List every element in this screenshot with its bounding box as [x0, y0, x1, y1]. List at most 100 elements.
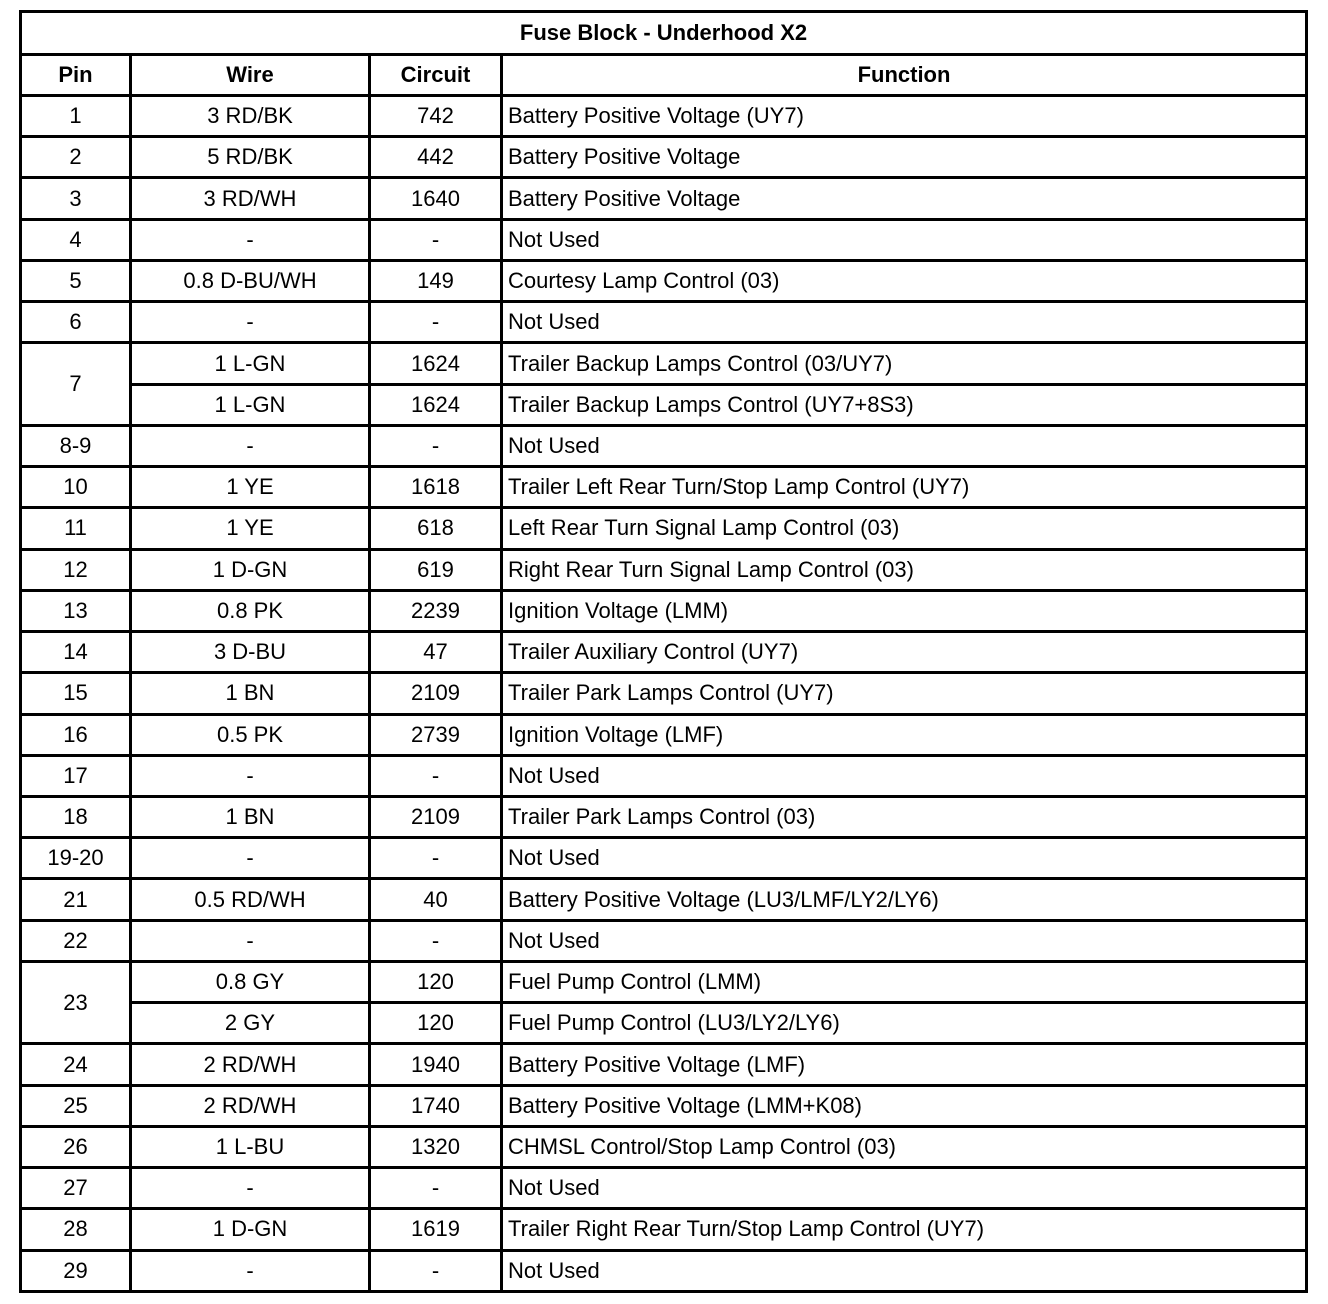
table-row: 18 1 BN 2109 Trailer Park Lamps Control (03… — [19, 794, 1309, 840]
table-row: 24 2 RD/WH 1940 Battery Positive Voltage (L… — [19, 1042, 1309, 1087]
table-row: 25 2 RD/WH 1740 Battery Positive Voltage (L… — [19, 1083, 1309, 1128]
table-row: 5 0.8 D-BU/WH 149 Courtesy Lamp Control (03… — [19, 258, 1309, 304]
table-row: 12 1 D-GN 619 Right Rear Turn Signal Lamp C… — [19, 547, 1309, 592]
wire-cell: 1 L-BU — [129, 1124, 371, 1170]
wire-cell: - — [129, 423, 371, 469]
circuit-cell: 1619 — [368, 1207, 503, 1252]
function-cell: Courtesy Lamp Control (03) — [499, 258, 1309, 304]
wire-cell: 0.8 PK — [129, 588, 371, 634]
circuit-cell: 1640 — [368, 176, 503, 221]
pin-cell: 23 — [19, 959, 132, 1046]
circuit-cell: 619 — [368, 547, 503, 592]
function-cell: Not Used — [499, 300, 1309, 345]
table-row: 16 0.5 PK 2739 Ignition Voltage (LMF) — [19, 712, 1309, 757]
function-cell: Trailer Backup Lamps Control (03/UY7) — [499, 341, 1309, 386]
pin-cell: 22 — [19, 918, 132, 963]
function-cell: Battery Positive Voltage (LU3/LMF/LY2/LY… — [499, 877, 1309, 922]
pin-cell: 14 — [19, 630, 132, 675]
wire-cell: 2 RD/WH — [129, 1083, 371, 1128]
pin-cell: 16 — [19, 712, 132, 757]
circuit-cell: 1624 — [368, 341, 503, 386]
pin-cell: 17 — [19, 753, 132, 798]
circuit-cell: - — [368, 1166, 503, 1211]
table-row: 8-9- - Not Used — [19, 423, 1309, 469]
pin-cell: 24 — [19, 1042, 132, 1087]
table-row: 6- - Not Used — [19, 300, 1309, 345]
function-cell: Ignition Voltage (LMF) — [499, 712, 1309, 757]
circuit-cell: - — [368, 918, 503, 963]
pin-cell: 25 — [19, 1083, 132, 1128]
circuit-cell: 1320 — [368, 1124, 503, 1170]
wire-cell: - — [129, 918, 371, 963]
circuit-cell: 1624 — [368, 382, 503, 427]
table-row: 29- - Not Used — [19, 1248, 1309, 1293]
table-row: 4- - Not Used — [19, 217, 1309, 262]
pin-cell: 5 — [19, 258, 132, 304]
wire-cell: 1 YE — [129, 465, 371, 510]
wire-cell: 1 D-GN — [129, 1207, 371, 1252]
table-title: Fuse Block - Underhood X2 — [18, 10, 1309, 56]
table-row: 28 1 D-GN 1619 Trailer Right Rear Turn/Stop… — [19, 1207, 1309, 1252]
table-row: 1 L-GN 1624 Trailer Backup Lamps Control (… — [21, 382, 1309, 427]
column-header-function: Function — [499, 53, 1309, 97]
function-cell: Trailer Park Lamps Control (UY7) — [499, 671, 1309, 716]
function-cell: Not Used — [499, 753, 1309, 798]
function-cell: Battery Positive Voltage (LMM+K08) — [499, 1083, 1309, 1128]
table-header-row: Pin Wire Circuit Function — [19, 53, 1309, 97]
wire-cell: 0.5 PK — [129, 712, 371, 757]
circuit-cell: - — [368, 217, 503, 262]
pin-cell: 10 — [19, 465, 132, 510]
wire-cell: 3 D-BU — [129, 630, 371, 675]
pin-cell: 15 — [19, 671, 132, 716]
pin-cell: 28 — [19, 1207, 132, 1252]
table-row: 26 1 L-BU 1320 CHMSL Control/Stop Lamp Cont… — [19, 1124, 1309, 1170]
function-cell: Not Used — [499, 918, 1309, 963]
circuit-cell: - — [368, 300, 503, 345]
wire-cell: 1 YE — [129, 506, 371, 551]
table-row: 17- - Not Used — [19, 753, 1309, 798]
function-cell: Trailer Left Rear Turn/Stop Lamp Control… — [499, 465, 1309, 510]
wire-cell: - — [129, 300, 371, 345]
table-row: 19-20- - Not Used — [19, 836, 1309, 881]
pin-cell: 2 — [19, 135, 132, 180]
wire-cell: 1 L-GN — [129, 382, 371, 427]
circuit-cell: 1940 — [368, 1042, 503, 1087]
circuit-cell: 2239 — [368, 588, 503, 634]
function-cell: Not Used — [499, 217, 1309, 262]
circuit-cell: 40 — [368, 877, 503, 922]
pin-cell: 19-20 — [19, 836, 132, 881]
table-row: 21 0.5 RD/WH 40 Battery Positive Voltage (L… — [19, 877, 1309, 922]
circuit-cell: - — [368, 1248, 503, 1293]
table-row: 22- - Not Used — [19, 918, 1309, 963]
function-cell: Trailer Right Rear Turn/Stop Lamp Contro… — [499, 1207, 1309, 1252]
function-cell: Trailer Auxiliary Control (UY7) — [499, 630, 1309, 675]
function-cell: Ignition Voltage (LMM) — [499, 588, 1309, 634]
wire-cell: 3 RD/BK — [129, 93, 371, 139]
wire-cell: - — [129, 1248, 371, 1293]
pin-cell: 6 — [19, 300, 132, 345]
wire-cell: 2 RD/WH — [129, 1042, 371, 1087]
pin-cell: 26 — [19, 1124, 132, 1170]
table-title-row: Fuse Block - Underhood X2 — [18, 10, 1309, 56]
pin-cell: 4 — [19, 217, 132, 262]
table-row: 10 1 YE 1618 Trailer Left Rear Turn/Stop La… — [19, 465, 1309, 510]
wire-cell: 2 GY — [129, 1001, 371, 1046]
table-row: 2 GY 120 Fuel Pump Control (LU3/LY2/LY6) — [21, 1001, 1309, 1046]
table-row: 27- - Not Used — [19, 1166, 1309, 1211]
function-cell: Not Used — [499, 836, 1309, 881]
table-row: 14 3 D-BU 47 Trailer Auxiliary Control (UY7… — [19, 630, 1309, 675]
pin-cell: 13 — [19, 588, 132, 634]
pin-cell: 21 — [19, 877, 132, 922]
function-cell: CHMSL Control/Stop Lamp Control (03) — [499, 1124, 1309, 1170]
pin-cell: 3 — [19, 176, 132, 221]
wire-cell: - — [129, 217, 371, 262]
function-cell: Battery Positive Voltage — [499, 176, 1309, 221]
function-cell: Trailer Park Lamps Control (03) — [499, 794, 1309, 840]
wire-cell: 0.5 RD/WH — [129, 877, 371, 922]
circuit-cell: 742 — [368, 93, 503, 139]
